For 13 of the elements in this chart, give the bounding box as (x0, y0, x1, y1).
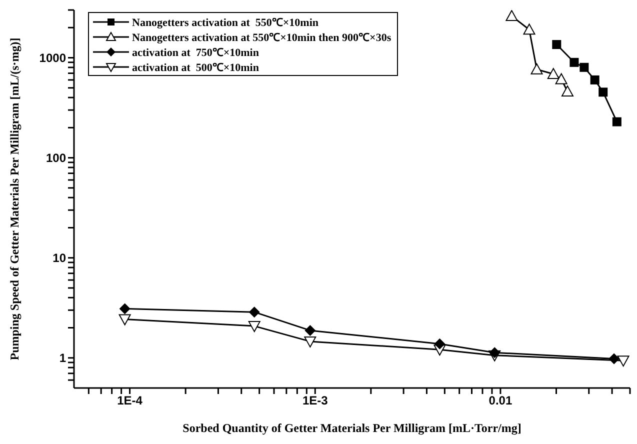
legend-label: Nanogetters activation at 550℃×10min (132, 16, 319, 29)
x-axis-title: Sorbed Quantity of Getter Materials Per Milligram [mL·Torr/mg] (182, 421, 522, 435)
y-axis-title: Pumping Speed of Getter Materials Per Milligram [mL/(s·mg)] (7, 38, 22, 360)
y-tick-label: 1000 (39, 50, 66, 65)
y-tick-label: 1 (59, 351, 66, 366)
legend-label: activation at 500℃×10min (132, 61, 259, 74)
legend-label: Nanogetters activation at 550℃×10min then 900℃×30s (132, 31, 392, 44)
y-tick-label: 10 (52, 251, 66, 266)
x-tick-label: 0.01 (488, 394, 512, 408)
x-tick-label: 1E-3 (302, 394, 328, 408)
y-tick-label: 100 (46, 151, 66, 166)
x-tick-label: 1E-4 (117, 394, 143, 408)
legend-label: activation at 750℃×10min (132, 46, 259, 59)
